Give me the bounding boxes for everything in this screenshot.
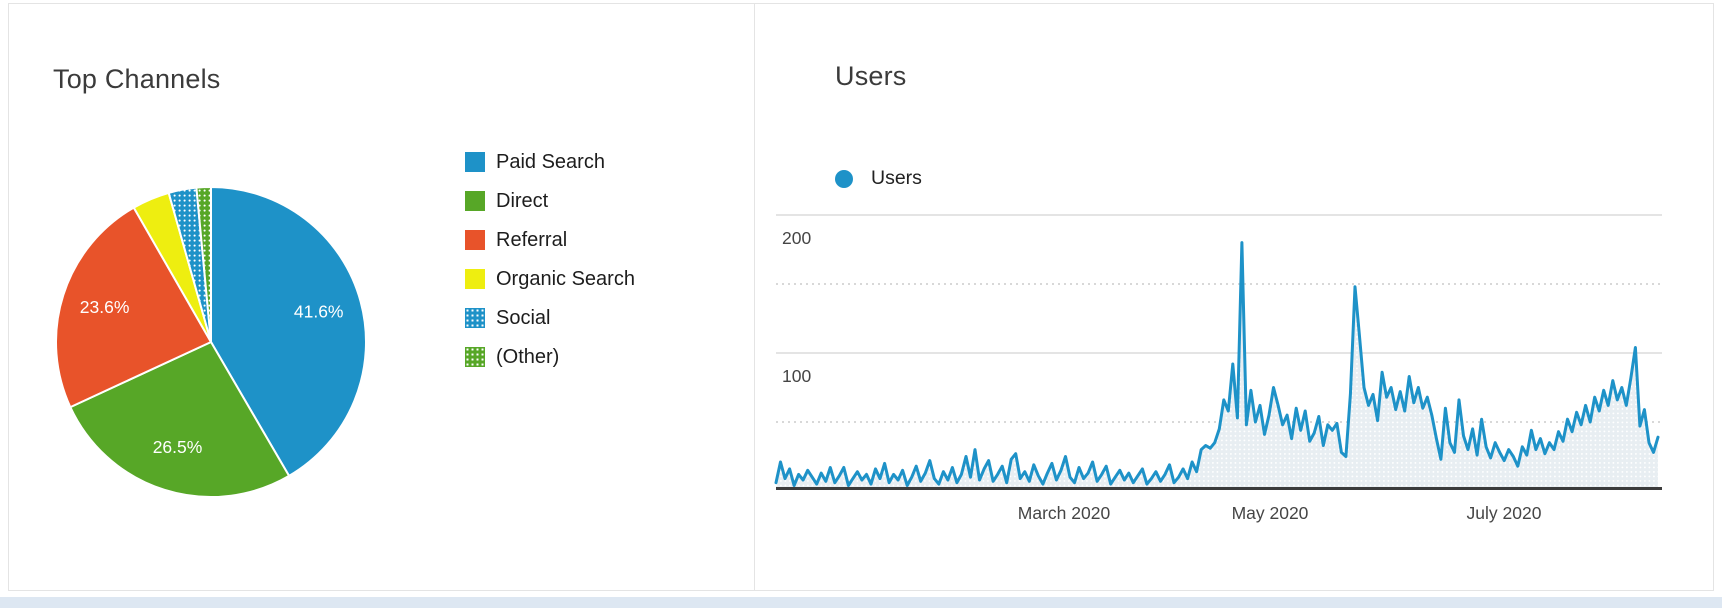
pie-slice-other[interactable] [195,186,212,343]
panel-divider [754,4,755,590]
legend-swatch-icon [465,308,485,328]
legend-swatch-icon [465,230,485,250]
pie-slice-direct[interactable] [69,341,291,498]
legend-item-referral: Referral [465,228,635,251]
dashboard-card: Top Channels 41.6% 26.5% 23.6% Paid Search… [8,3,1714,591]
users-series-line[interactable] [774,241,1660,487]
x-axis-label-july-2020: July 2020 [1467,503,1542,523]
pie-percent-label: 23.6% [80,297,130,317]
users-title: Users [835,61,907,91]
legend-item-organic-search: Organic Search [465,267,635,290]
legend-swatch-icon [465,152,485,172]
y-axis-label-100: 100 [782,366,811,386]
pie-slice-paid-search[interactable] [210,186,368,477]
legend-item-other: (Other) [465,345,635,368]
users-legend-dot-icon [835,169,853,188]
x-axis-label-march-2020: March 2020 [1018,503,1111,523]
legend-label: (Other) [496,345,560,368]
legend-item-social: Social [465,306,635,329]
legend-swatch-icon [465,347,485,367]
legend-label: Direct [496,189,549,212]
legend-label: Organic Search [496,267,635,290]
pie-percent-label: 41.6% [294,302,344,322]
pie-percent-label: 26.5% [153,437,203,457]
users-line-chart[interactable]: 200 100 March 2020 May 2020 July 2020 [757,196,1715,536]
legend-swatch-icon [465,191,485,211]
legend-label: Paid Search [496,150,605,173]
y-axis-label-200: 200 [782,228,811,248]
x-axis-label-may-2020: May 2020 [1232,503,1309,523]
pie-slice-referral[interactable] [55,206,212,409]
users-legend: Users [835,167,922,190]
legend-item-paid-search: Paid Search [465,150,635,173]
users-legend-label: Users [871,167,922,189]
top-channels-pie-chart[interactable]: 41.6% 26.5% 23.6% [53,184,369,500]
legend-swatch-icon [465,269,485,289]
legend-label: Social [496,306,551,329]
top-channels-title: Top Channels [53,64,221,94]
legend-label: Referral [496,228,568,251]
next-section-edge [0,597,1722,608]
legend-item-direct: Direct [465,189,635,212]
top-channels-legend: Paid Search Direct Referral Organic Search S… [465,150,635,386]
